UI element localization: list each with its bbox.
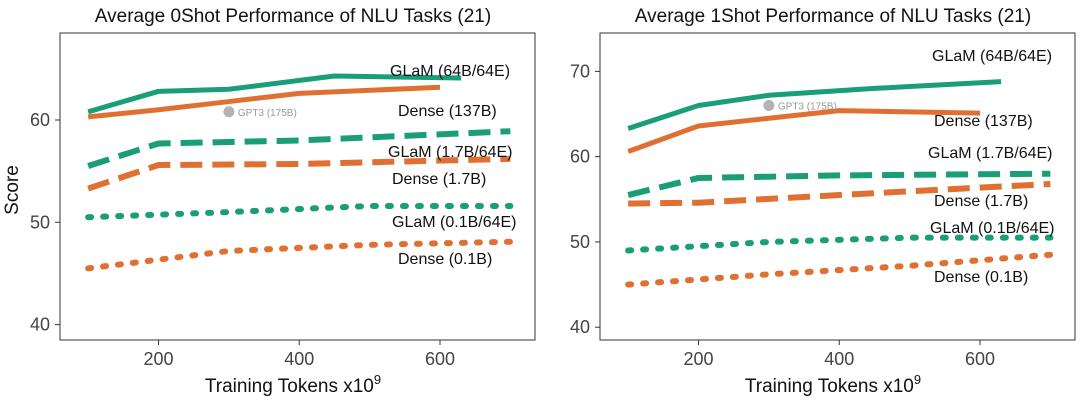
chart-title-0shot: Average 0Shot Performance of NLU Tasks (… xyxy=(95,6,491,27)
x-tick-label: 400 xyxy=(824,349,854,369)
series-label: GLaM (0.1B/64E) xyxy=(930,220,1055,237)
series-line-glam-dashed xyxy=(627,170,1051,198)
series-line-dense-dashed xyxy=(87,155,511,192)
series-label: Dense (1.7B) xyxy=(392,171,486,188)
y-tick-label: 40 xyxy=(570,317,590,337)
series-line-dense-dashed xyxy=(628,180,1051,207)
gpt3-label: GPT3 (175B) xyxy=(238,108,297,119)
series-label: Dense (0.1B) xyxy=(398,251,492,268)
y-tick-label: 50 xyxy=(30,212,50,232)
series-labels-0shot: GLaM (64B/64E) Dense (137B) GLaM (1.7B/64E… xyxy=(388,63,517,268)
y-tick-label: 60 xyxy=(570,147,590,167)
x-tick-label: 200 xyxy=(683,349,713,369)
series-group-1shot: GPT3 (175B) xyxy=(625,79,1054,288)
series-line-dense-dotted xyxy=(625,251,1054,288)
x-tick-label: 200 xyxy=(143,349,173,369)
gpt3-point xyxy=(763,99,775,111)
y-tick-label: 70 xyxy=(570,61,590,81)
series-line-dense-dotted xyxy=(85,238,514,272)
plot-frame-0shot xyxy=(59,32,536,341)
series-line-glam-dotted xyxy=(625,234,1054,254)
series-label: Dense (1.7B) xyxy=(934,193,1028,210)
panel-1shot: Average 1Shot Performance of NLU Tasks (… xyxy=(570,6,1076,397)
series-label: GLaM (0.1B/64E) xyxy=(392,214,517,231)
y-tick-label: 40 xyxy=(30,315,50,335)
series-line-glam-solid xyxy=(87,73,462,115)
series-label: GLaM (1.7B/64E) xyxy=(928,145,1053,162)
y-tick-label: 60 xyxy=(30,110,50,130)
series-label: Dense (0.1B) xyxy=(934,269,1028,286)
series-line-dense-solid xyxy=(627,108,981,154)
series-label: GLaM (64B/64E) xyxy=(390,63,510,80)
x-tick-label: 400 xyxy=(284,349,314,369)
chart-title-1shot: Average 1Shot Performance of NLU Tasks (… xyxy=(635,6,1031,27)
x-axis-label-0shot: Training Tokens x109 xyxy=(205,372,381,397)
series-line-glam-solid xyxy=(627,79,1002,131)
series-label: Dense (137B) xyxy=(398,103,497,120)
y-axis-label: Score xyxy=(2,165,23,215)
series-label: GLaM (1.7B/64E) xyxy=(388,144,513,161)
gpt3-point xyxy=(223,106,235,118)
series-group-0shot: GPT3 (175B) xyxy=(85,73,514,272)
axis-ticks-1shot: 200 400 600 40 50 60 70 xyxy=(570,61,995,369)
y-tick-label: 50 xyxy=(570,232,590,252)
series-line-dense-solid xyxy=(87,84,441,120)
x-tick-label: 600 xyxy=(425,349,455,369)
x-tick-label: 600 xyxy=(965,349,995,369)
plot-frame-1shot xyxy=(599,32,1076,341)
axis-ticks-0shot: 200 400 600 40 50 60 xyxy=(30,110,455,369)
series-labels-1shot: GLaM (64B/64E) Dense (137B) GLaM (1.7B/64E… xyxy=(928,48,1055,286)
x-axis-label-1shot: Training Tokens x109 xyxy=(745,372,921,397)
series-line-glam-dashed xyxy=(87,128,511,169)
series-line-glam-dotted xyxy=(85,202,514,221)
gpt3-label: GPT3 (175B) xyxy=(778,101,837,112)
panel-0shot: Average 0Shot Performance of NLU Tasks (… xyxy=(2,6,536,397)
series-label: Dense (137B) xyxy=(934,113,1033,130)
series-label: GLaM (64B/64E) xyxy=(932,48,1052,65)
